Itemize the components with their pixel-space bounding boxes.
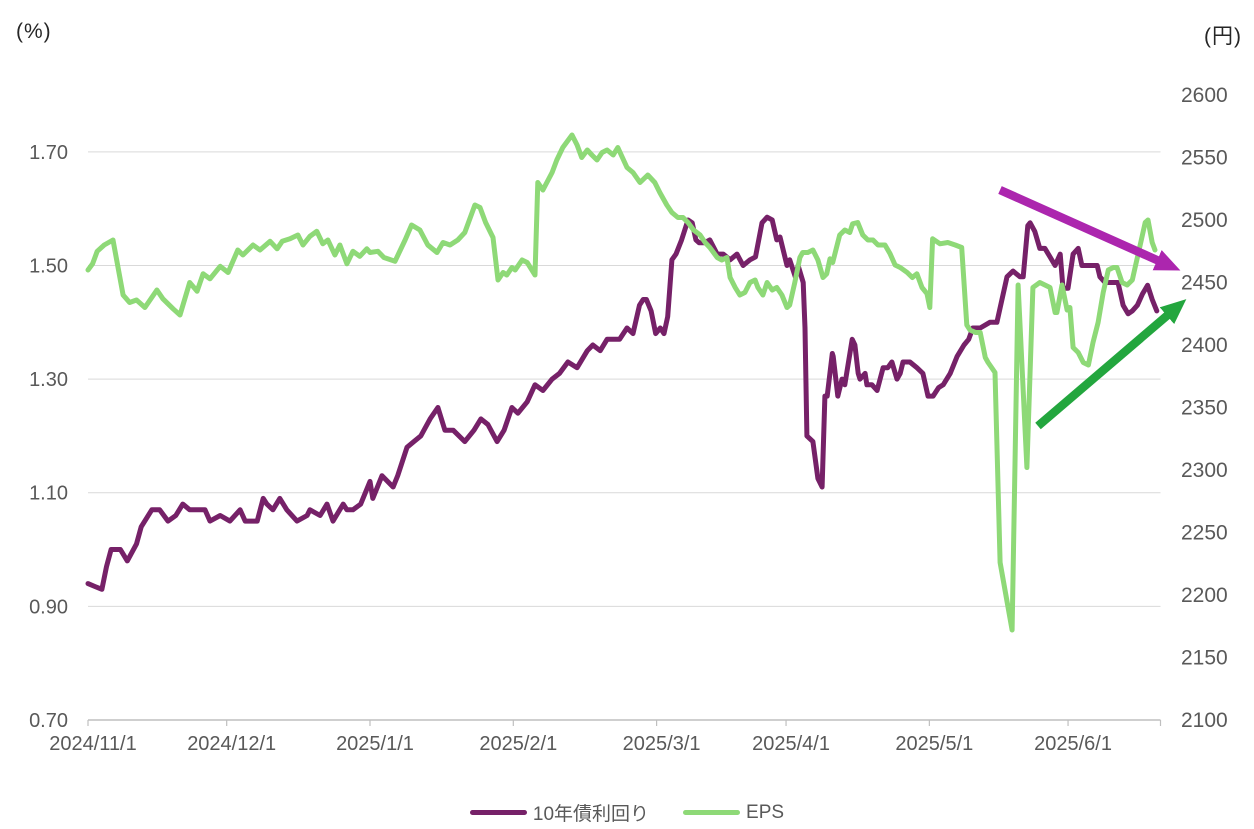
y-right-tick-label: 2250 bbox=[1181, 522, 1228, 545]
right-axis-unit-label: (円) bbox=[1204, 25, 1242, 48]
y-left-tick-label: 1.70 bbox=[29, 142, 68, 164]
x-axis-label: 2025/3/1 bbox=[623, 733, 701, 755]
y-right-tick-label: 2500 bbox=[1181, 209, 1228, 232]
x-axis-label: 2025/6/1 bbox=[1034, 733, 1112, 755]
x-axis-label: 2025/4/1 bbox=[752, 733, 830, 755]
y-right-tick-label: 2550 bbox=[1181, 147, 1228, 170]
y-left-tick-label: 0.70 bbox=[29, 710, 68, 732]
x-axis-label: 2025/1/1 bbox=[336, 733, 414, 755]
y-right-tick-label: 2100 bbox=[1181, 709, 1228, 732]
y-left-tick-label: 0.90 bbox=[29, 596, 68, 618]
y-left-tick-label: 1.10 bbox=[29, 483, 68, 505]
y-left-tick-label: 1.50 bbox=[29, 255, 68, 277]
x-axis-label: 2025/2/1 bbox=[479, 733, 557, 755]
y-right-tick-label: 2300 bbox=[1181, 459, 1228, 482]
y-right-tick-label: 2400 bbox=[1181, 334, 1228, 357]
left-axis-unit-label: (%) bbox=[16, 20, 52, 43]
y-right-tick-label: 2200 bbox=[1181, 584, 1228, 607]
legend-swatch-10y-yield bbox=[469, 810, 527, 815]
legend-item-10y-yield: 10年債利回り bbox=[469, 799, 650, 826]
y-right-tick-label: 2150 bbox=[1181, 647, 1228, 670]
legend-label-10y-yield: 10年債利回り bbox=[532, 804, 650, 825]
y-right-tick-label: 2600 bbox=[1181, 84, 1228, 107]
legend-swatch-eps bbox=[683, 810, 741, 815]
legend-item-eps: EPS bbox=[683, 802, 784, 824]
series-line-10y-yield bbox=[85, 214, 1160, 592]
x-axis-label: 2025/5/1 bbox=[895, 733, 973, 755]
y-right-tick-label: 2450 bbox=[1181, 272, 1228, 295]
legend-label-eps: EPS bbox=[746, 801, 785, 823]
chart-legend: 10年債利回り EPS bbox=[0, 799, 1254, 826]
y-right-tick-label: 2350 bbox=[1181, 397, 1228, 420]
annotation-uptrend-arrow bbox=[1035, 299, 1187, 430]
x-axis-label: 2024/12/1 bbox=[187, 733, 276, 755]
series-line-eps bbox=[85, 132, 1158, 633]
x-axis-label: 2024/11/1 bbox=[49, 733, 137, 755]
annotation-downtrend-arrow bbox=[998, 186, 1181, 271]
y-left-tick-label: 1.30 bbox=[29, 369, 68, 391]
